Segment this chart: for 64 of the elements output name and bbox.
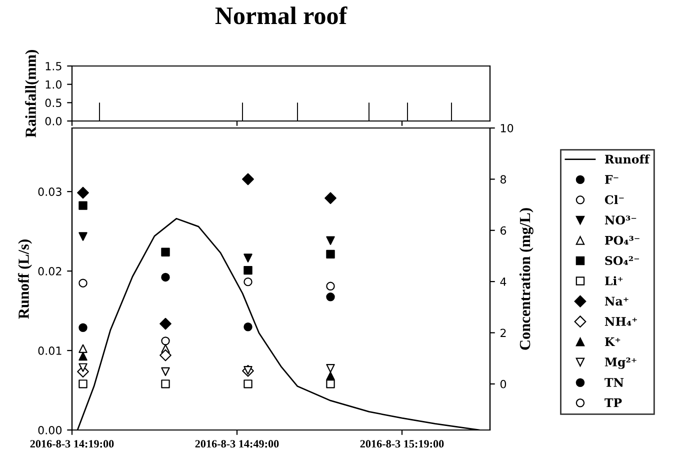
y-tick-label: 0.0 — [45, 116, 62, 126]
legend-label: K⁺ — [604, 337, 620, 346]
point — [160, 349, 172, 362]
point — [324, 192, 336, 204]
legend-label: F⁻ — [604, 175, 618, 184]
point — [78, 352, 88, 361]
y2-tick-label: 10 — [500, 124, 514, 132]
legend-label: TP — [604, 398, 622, 408]
y-axis-title: Runoff (L/s) — [18, 240, 32, 319]
point — [78, 344, 88, 353]
point — [77, 186, 89, 199]
point — [326, 282, 335, 291]
point — [244, 322, 252, 332]
point — [326, 292, 335, 302]
point — [161, 380, 170, 388]
legend-label: Runoff — [604, 154, 650, 164]
legend-label: NH₄⁺ — [604, 317, 637, 326]
y-tick-label: 0.03 — [38, 188, 62, 196]
point — [160, 318, 172, 330]
point — [78, 201, 88, 210]
legend-label: Li⁺ — [604, 276, 623, 286]
point — [161, 367, 170, 376]
y2-tick-label: 6 — [500, 226, 506, 235]
chart-title: Normal roof — [215, 6, 348, 24]
point — [326, 380, 335, 388]
point — [326, 250, 335, 259]
point — [326, 236, 335, 245]
legend-label: Na⁺ — [604, 296, 628, 306]
legend-label: Mg²⁺ — [604, 358, 636, 369]
legend-label: PO₄³⁻ — [604, 236, 640, 245]
point — [78, 278, 88, 288]
legend-label: TN — [604, 378, 624, 387]
y2-tick-label: 2 — [500, 328, 506, 337]
y-axis-title: Rainfall(mm) — [25, 50, 40, 138]
y-tick-label: 0.01 — [38, 346, 62, 355]
y2-tick-label: 8 — [500, 175, 506, 184]
point — [326, 364, 335, 373]
point — [244, 254, 252, 262]
y-tick-label: 1.5 — [46, 62, 62, 70]
point — [161, 248, 170, 256]
legend-label: Cl⁻ — [604, 195, 624, 204]
point — [244, 266, 252, 275]
point — [244, 380, 252, 388]
point — [78, 323, 88, 332]
x-tick-label: 2016-8-3 15:19:00 — [360, 440, 444, 448]
point — [326, 372, 335, 380]
y-tick-label: 0.02 — [38, 267, 62, 276]
legend-label: NO³⁻ — [604, 216, 636, 224]
point — [78, 380, 88, 388]
point — [244, 277, 252, 286]
point — [161, 272, 170, 282]
point — [242, 173, 254, 186]
x-tick-label: 2016-8-3 14:49:00 — [195, 440, 279, 448]
point — [78, 232, 88, 241]
y2-axis-title: Concentration (mg/L) — [519, 208, 534, 350]
legend-label: SO₄²⁻ — [605, 256, 640, 266]
y-tick-label: 0.00 — [38, 426, 62, 434]
y2-tick-label: 4 — [500, 278, 506, 286]
point — [78, 363, 88, 372]
y-tick-label: 1.0 — [46, 80, 62, 89]
point — [161, 336, 170, 346]
y-tick-label: 0.5 — [45, 98, 62, 108]
x-tick-label: 2016-8-3 14:19:00 — [30, 440, 114, 448]
y2-tick-label: 0 — [500, 380, 506, 388]
